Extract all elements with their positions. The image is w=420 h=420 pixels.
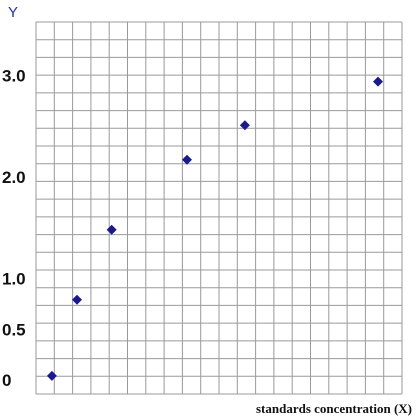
y-tick-label: 0.5 (2, 320, 26, 339)
data-points (46, 76, 383, 381)
x-axis-title: standards concentration (X) (256, 401, 412, 416)
data-point (373, 76, 383, 87)
data-point (46, 370, 57, 381)
y-tick-label: 1.0 (2, 270, 26, 289)
y-tick-labels: 0 0.5 1.0 2.0 3.0 (2, 67, 26, 391)
data-point (239, 120, 250, 131)
data-point (72, 294, 82, 305)
data-point (106, 224, 117, 235)
y-tick-label: 3.0 (2, 67, 26, 86)
y-tick-label: 2.0 (2, 168, 26, 187)
data-point (182, 154, 192, 165)
grid (35, 21, 403, 395)
y-axis-title: Y (8, 4, 18, 21)
y-tick-label: 0 (2, 371, 11, 390)
